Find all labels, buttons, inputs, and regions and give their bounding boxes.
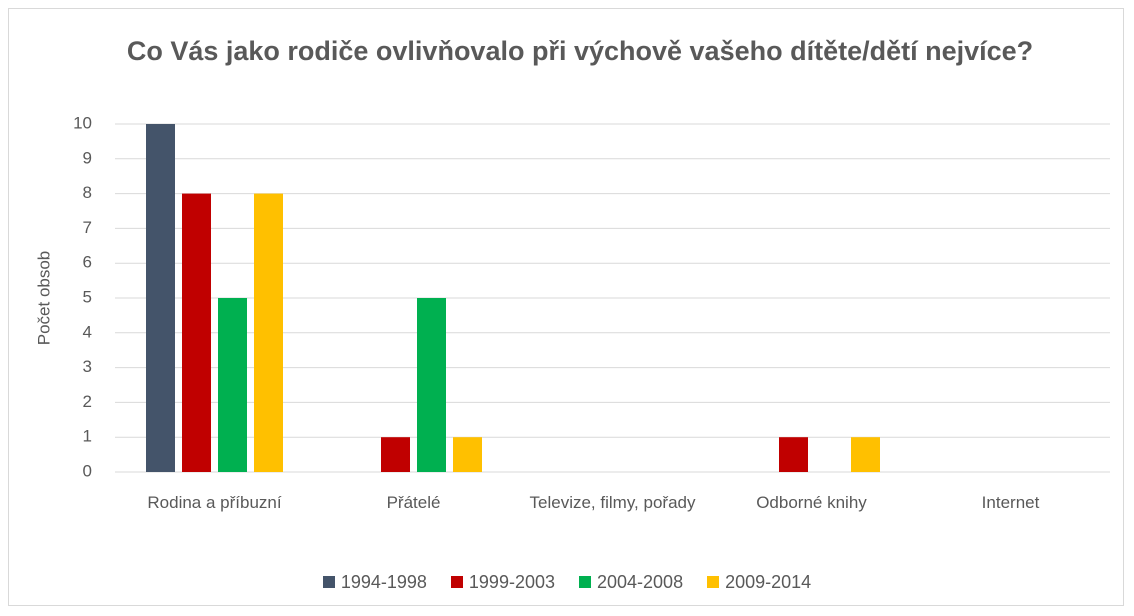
- legend-item: 2009-2014: [707, 572, 811, 593]
- y-tick-label: 5: [83, 287, 92, 306]
- bar: [146, 124, 175, 472]
- y-tick-label: 6: [83, 253, 92, 272]
- bar: [779, 437, 808, 472]
- y-tick-label: 2: [83, 392, 92, 411]
- legend-label: 2004-2008: [597, 572, 684, 592]
- bar: [381, 437, 410, 472]
- y-tick-label: 9: [83, 148, 92, 167]
- x-tick-label: Televize, filmy, pořady: [529, 493, 696, 512]
- chart-frame: [8, 8, 1124, 606]
- bar: [417, 298, 446, 472]
- legend-swatch: [707, 576, 720, 588]
- legend-swatch: [450, 576, 463, 588]
- legend-label: 2009-2014: [725, 572, 812, 592]
- legend-label: 1994-1998: [340, 572, 427, 592]
- bar: [254, 193, 283, 472]
- y-tick-label: 4: [83, 322, 92, 341]
- legend-swatch: [322, 576, 335, 588]
- legend-item: 1994-1998: [322, 572, 427, 593]
- bar: [218, 298, 247, 472]
- y-tick-label: 3: [83, 357, 92, 376]
- legend: 1994-1998 1999-2003 2004-2008 2009-2014: [0, 572, 1134, 593]
- legend-label: 1999-2003: [468, 572, 555, 592]
- legend-swatch: [579, 576, 591, 588]
- x-tick-label: Rodina a příbuzní: [147, 493, 282, 512]
- legend-item: 1999-2003: [450, 572, 555, 593]
- x-tick-label: Odborné knihy: [756, 493, 867, 512]
- y-axis-label: Počet obsob: [34, 251, 53, 346]
- x-tick-label: Internet: [981, 493, 1040, 512]
- bar: [182, 193, 211, 472]
- y-tick-label: 1: [83, 427, 92, 446]
- legend-item: 2004-2008: [579, 572, 683, 593]
- y-tick-label: 10: [73, 113, 92, 132]
- y-tick-label: 7: [83, 218, 92, 237]
- bar: [851, 437, 880, 472]
- y-tick-label: 8: [83, 183, 92, 202]
- x-tick-label: Přátelé: [386, 493, 441, 512]
- chart-title: Co Vás jako rodiče ovlivňovalo při výcho…: [126, 36, 1034, 66]
- bar: [453, 437, 482, 472]
- y-tick-label: 0: [83, 461, 92, 480]
